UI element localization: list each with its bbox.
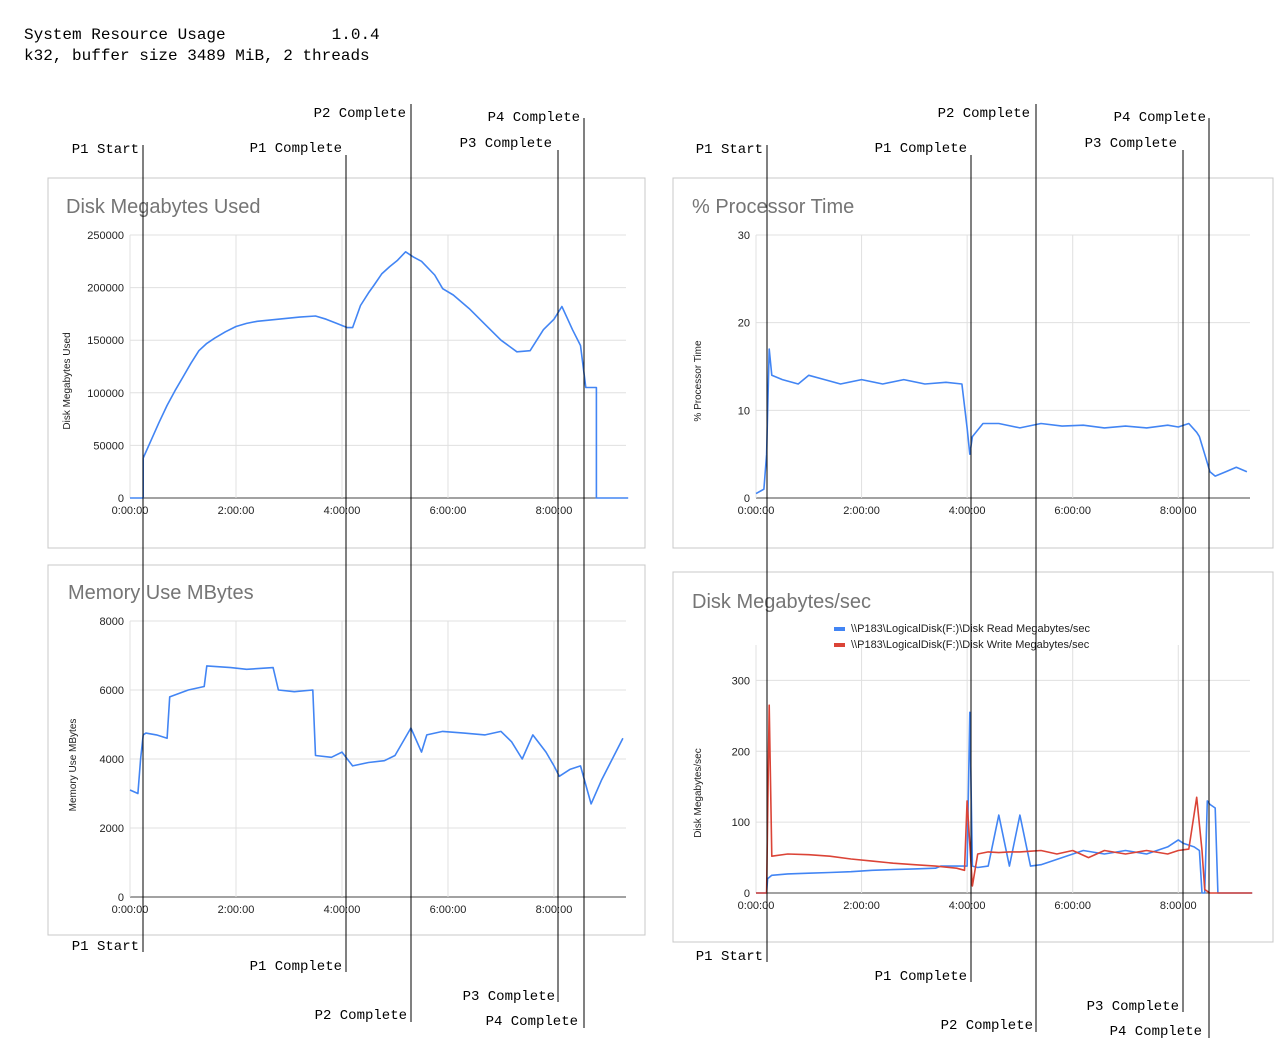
y-axis-label: % Processor Time xyxy=(693,340,704,422)
phase-label-p1-start: P1 Start xyxy=(72,142,139,158)
y-tick-label: 6000 xyxy=(100,685,124,697)
phase-label-p3-complete: P3 Complete xyxy=(1087,999,1179,1015)
y-tick-label: 8000 xyxy=(100,616,124,628)
phase-label-p1-complete: P1 Complete xyxy=(250,141,342,157)
report-title-line: System Resource Usage 1.0.4 xyxy=(24,26,380,44)
report-title: System Resource Usage xyxy=(24,26,226,44)
phase-label-p1-start: P1 Start xyxy=(696,949,763,965)
y-tick-label: 4000 xyxy=(100,754,124,766)
y-axis-label: Disk Megabytes/sec xyxy=(693,748,704,837)
phase-label-p1-complete: P1 Complete xyxy=(875,969,967,985)
x-tick-label: 2:00:00 xyxy=(218,505,255,517)
phase-label-p4-complete: P4 Complete xyxy=(1114,110,1206,126)
phase-label-p4-complete: P4 Complete xyxy=(1110,1024,1202,1040)
chart-panel-2: % Processor Time 30 20 10 00:00:00 2:00:00 4:0… xyxy=(672,177,1274,549)
x-tick-label: 4:00:00 xyxy=(324,904,361,916)
x-tick-label: 0:00:00 xyxy=(112,904,149,916)
x-tick-label: 4:00:00 xyxy=(949,505,986,517)
phase-label-p4-complete: P4 Complete xyxy=(488,110,580,126)
x-tick-label: 2:00:00 xyxy=(843,900,880,912)
y-tick-label: 0 xyxy=(118,892,124,904)
y-tick-label: 50000 xyxy=(93,440,124,452)
x-tick-label: 4:00:00 xyxy=(324,505,361,517)
phase-label-p2-complete: P2 Complete xyxy=(941,1018,1033,1034)
x-tick-label: 6:00:00 xyxy=(430,505,467,517)
phase-markers: P1 Start P1 Complete P2 Complete P3 Complet… xyxy=(72,104,1210,1040)
phase-label-p1-complete: P1 Complete xyxy=(250,959,342,975)
y-tick-label: 0 xyxy=(744,888,750,900)
y-tick-label: 250000 xyxy=(87,230,124,242)
series-line-1 xyxy=(755,348,1248,495)
y-tick-label: 100000 xyxy=(87,388,124,400)
x-tick-label: 6:00:00 xyxy=(1054,900,1091,912)
y-axis-label: Memory Use MBytes xyxy=(68,719,79,812)
chart-frame xyxy=(672,177,1274,549)
y-tick-label: 0 xyxy=(744,493,750,505)
phase-label-p3-complete: P3 Complete xyxy=(460,136,552,152)
x-tick-label: 4:00:00 xyxy=(949,900,986,912)
series-line-2 xyxy=(756,704,1253,894)
y-tick-label: 2000 xyxy=(100,823,124,835)
phase-label-p3-complete: P3 Complete xyxy=(1085,136,1177,152)
series-line-1 xyxy=(129,665,624,805)
report-version: 1.0.4 xyxy=(331,26,380,44)
phase-label-p2-complete: P2 Complete xyxy=(315,1008,407,1024)
chart-title: Disk Megabytes/sec xyxy=(692,591,871,613)
phase-label-p2-complete: P2 Complete xyxy=(314,106,406,122)
x-tick-label: 8:00:00 xyxy=(1160,900,1197,912)
phase-label-p3-complete: P3 Complete xyxy=(463,989,555,1005)
x-tick-label: 0:00:00 xyxy=(112,505,149,517)
y-tick-label: 200000 xyxy=(87,283,124,295)
y-tick-label: 0 xyxy=(118,493,124,505)
y-tick-label: 300 xyxy=(732,675,750,687)
phase-label-p2-complete: P2 Complete xyxy=(938,106,1030,122)
x-tick-label: 0:00:00 xyxy=(738,505,775,517)
x-tick-label: 2:00:00 xyxy=(218,904,255,916)
y-tick-label: 150000 xyxy=(87,335,124,347)
series-line-1 xyxy=(756,711,1253,894)
y-tick-label: 30 xyxy=(738,230,750,242)
y-tick-label: 100 xyxy=(732,817,750,829)
report-subtitle: k32, buffer size 3489 MiB, 2 threads xyxy=(24,47,370,65)
y-axis-label: Disk Megabytes Used xyxy=(62,332,73,429)
y-tick-label: 10 xyxy=(738,405,750,417)
x-tick-label: 6:00:00 xyxy=(430,904,467,916)
phase-label-p4-complete: P4 Complete xyxy=(486,1014,578,1030)
x-tick-label: 8:00:00 xyxy=(536,505,573,517)
chart-title: Disk Megabytes Used xyxy=(66,196,261,218)
chart-title: % Processor Time xyxy=(692,196,854,218)
phase-label-p1-complete: P1 Complete xyxy=(875,141,967,157)
x-tick-label: 8:00:00 xyxy=(536,904,573,916)
x-tick-label: 2:00:00 xyxy=(843,505,880,517)
phase-label-p1-start: P1 Start xyxy=(72,939,139,955)
x-tick-label: 6:00:00 xyxy=(1054,505,1091,517)
legend-entry: \\P183\LogicalDisk(F:)\Disk Write Megaby… xyxy=(851,639,1090,651)
y-tick-label: 200 xyxy=(732,746,750,758)
chart-title: Memory Use MBytes xyxy=(68,582,254,604)
series-line-1 xyxy=(130,251,629,499)
legend-swatch xyxy=(834,643,845,647)
phase-label-p1-start: P1 Start xyxy=(696,142,763,158)
y-tick-label: 20 xyxy=(738,318,750,330)
chart-panel-4: Disk Megabytes/sec 300 200 100 00:00:00 2:00:… xyxy=(672,571,1274,943)
x-tick-label: 8:00:00 xyxy=(1160,505,1197,517)
x-tick-label: 0:00:00 xyxy=(738,900,775,912)
legend-swatch xyxy=(834,627,845,631)
